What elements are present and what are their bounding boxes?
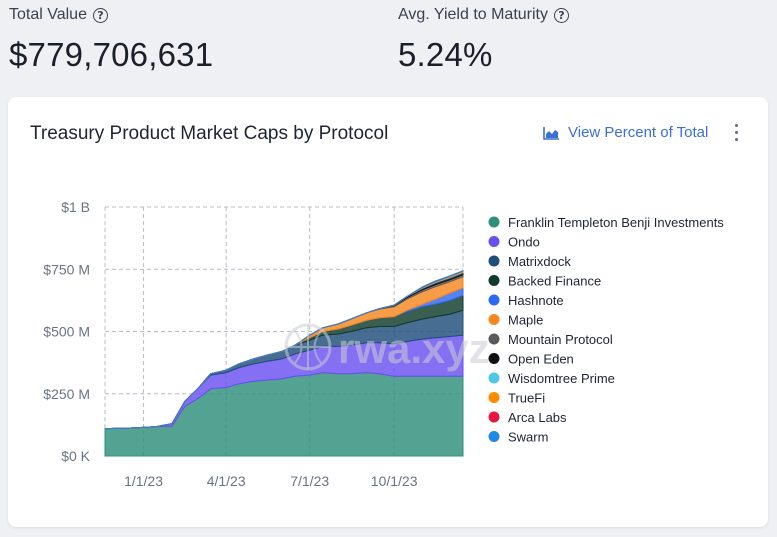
legend-label: Ondo [508, 235, 540, 250]
legend-item[interactable]: Swarm [488, 430, 549, 445]
chart-axes: $0 K $250 M $500 M $750 M $1 B 1/1/23 4/1/23 7/… [43, 199, 417, 489]
legend-item[interactable]: TrueFi [488, 391, 546, 406]
legend-label: Wisdomtree Prime [508, 371, 615, 386]
total-value-metric: Total Value ? $779,706,631 [9, 6, 213, 74]
legend-label: Arca Labs [508, 410, 567, 425]
legend-swatch [488, 314, 500, 325]
y-tick-label: $500 M [43, 324, 90, 340]
legend-label: Hashnote [508, 293, 564, 308]
legend-item[interactable]: Maple [488, 313, 544, 328]
watermark-text: rwa.xyz [338, 325, 490, 372]
legend-label: TrueFi [508, 391, 545, 406]
legend-swatch [488, 255, 500, 267]
series-area-franklin-templeton-benji-investments[interactable] [104, 372, 464, 457]
legend-item[interactable]: Wisdomtree Prime [488, 371, 615, 386]
total-value-label-row: Total Value ? [9, 6, 213, 24]
legend-item[interactable]: Matrixdock [488, 254, 572, 269]
legend-label: Franklin Templeton Benji Investments [508, 215, 724, 230]
legend-label: Open Eden [508, 352, 574, 367]
legend-swatch [488, 275, 500, 286]
market-cap-chart: rwa.xyz $0 K $250 M $500 M $750 M $1 B 1/1/23… [43, 199, 725, 489]
legend-label: Swarm [508, 430, 548, 445]
yield-label-row: Avg. Yield to Maturity ? [398, 6, 569, 24]
more-options-icon[interactable] [732, 124, 740, 144]
x-tick-label: 10/1/23 [371, 473, 418, 489]
legend-swatch [488, 411, 500, 423]
view-percent-button[interactable]: View Percent of Total [543, 124, 708, 141]
legend-swatch [488, 353, 500, 364]
chart-legend: Franklin Templeton Benji Investments Ondo… [488, 215, 725, 445]
series-area-swarm[interactable] [104, 269, 464, 430]
bar-chart-icon [543, 126, 559, 140]
y-tick-label: $0 K [61, 448, 90, 464]
y-tick-label: $750 M [43, 261, 90, 277]
legend-swatch [488, 216, 500, 228]
legend-item[interactable]: Backed Finance [488, 274, 602, 289]
help-icon[interactable]: ? [92, 7, 108, 23]
chart-card: Treasury Product Market Caps by Protocol… [8, 97, 768, 527]
legend-item[interactable]: Franklin Templeton Benji Investments [488, 215, 725, 230]
y-tick-label: $1 B [61, 199, 90, 215]
legend-swatch [488, 333, 500, 345]
legend-label: Matrixdock [508, 254, 571, 269]
legend-swatch [488, 431, 500, 442]
legend-swatch [488, 372, 500, 384]
legend-item[interactable]: Hashnote [488, 293, 564, 308]
help-icon[interactable]: ? [554, 7, 569, 23]
legend-swatch [488, 236, 500, 247]
yield-label: Avg. Yield to Maturity [398, 6, 548, 23]
legend-item[interactable]: Mountain Protocol [488, 332, 613, 347]
legend-item[interactable]: Ondo [488, 235, 540, 250]
legend-label: Maple [508, 313, 543, 328]
total-value-label: Total Value [9, 6, 87, 23]
legend-swatch [488, 294, 500, 306]
total-value-amount: $779,706,631 [9, 36, 214, 73]
legend-item[interactable]: Open Eden [488, 352, 574, 367]
chart-title: Treasury Product Market Caps by Protocol [30, 123, 389, 144]
yield-metric: Avg. Yield to Maturity ? 5.24% [398, 6, 569, 74]
legend-label: Backed Finance [508, 274, 601, 289]
chart-areas [104, 269, 464, 457]
watermark: rwa.xyz [284, 323, 490, 372]
legend-label: Mountain Protocol [508, 332, 613, 347]
legend-item[interactable]: Arca Labs [488, 410, 568, 425]
x-tick-label: 4/1/23 [207, 473, 246, 489]
y-tick-label: $250 M [43, 386, 90, 402]
x-tick-label: 1/1/23 [124, 473, 163, 489]
view-percent-label: View Percent of Total [568, 124, 709, 141]
yield-amount: 5.24% [398, 36, 493, 73]
legend-swatch [488, 392, 500, 403]
x-tick-label: 7/1/23 [290, 473, 329, 489]
